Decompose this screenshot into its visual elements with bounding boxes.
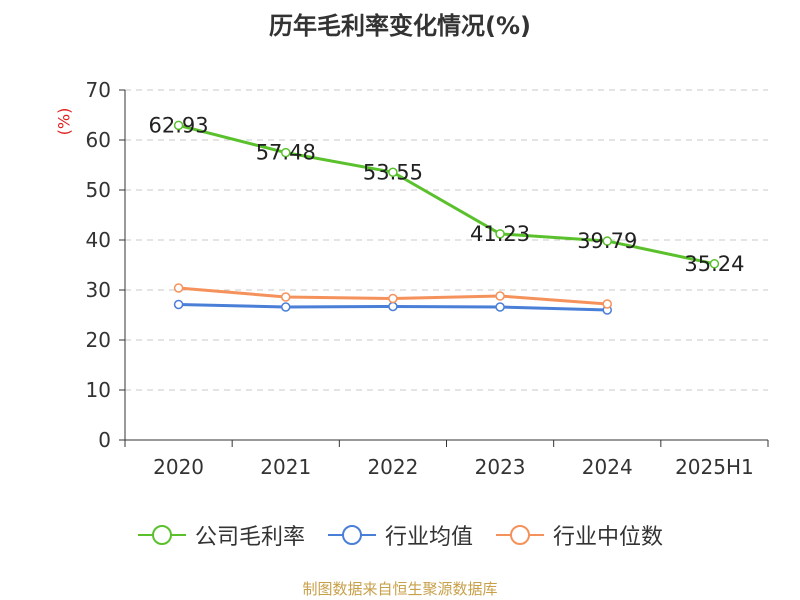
- data-point-1-3: [495, 302, 505, 312]
- data-point-0-4: [602, 236, 612, 246]
- grid-lines: [125, 89, 768, 391]
- x-tick-label-2023: 2023: [475, 455, 526, 479]
- x-tick-label-2020: 2020: [153, 455, 204, 479]
- data-point-0-1: [281, 147, 291, 158]
- y-tick-label-40: 40: [86, 228, 111, 252]
- data-labels: 62.93 57.48 53.55 41.23 39.79 35.24: [149, 113, 745, 275]
- data-point-0-5: [709, 259, 720, 269]
- axes: 0 10 20 30 40 50 60 70 2020 2021 2022 2023 2024 2025H…: [86, 78, 769, 479]
- data-label-0-5: 35.24: [684, 252, 744, 276]
- x-tick-label-2024: 2024: [582, 455, 633, 479]
- data-point-2-1: [281, 292, 291, 302]
- series-line-0: [178, 123, 715, 266]
- y-tick-label-50: 50: [86, 178, 111, 202]
- y-tick-label-70: 70: [86, 78, 111, 102]
- data-point-2-2: [388, 293, 398, 304]
- legend-item-2[interactable]: 行业中位数: [495, 519, 663, 551]
- y-tick-label-0: 0: [98, 428, 111, 452]
- data-label-0-0: 62.93: [149, 113, 209, 137]
- legend-label: 公司毛利率: [194, 525, 305, 550]
- data-label-0-1: 57.48: [256, 141, 316, 165]
- data-point-2-4: [602, 299, 612, 309]
- data-point-2-0: [173, 283, 184, 293]
- y-tick-label-10: 10: [86, 378, 111, 402]
- data-point-0-0: [173, 120, 184, 131]
- data-label-0-3: 41.23: [470, 222, 530, 246]
- data-point-0-2: [388, 167, 398, 177]
- x-tick-label-2022: 2022: [367, 455, 418, 479]
- data-point-1-1: [281, 302, 291, 312]
- legend: 公司毛利率 行业均值 行业中位数: [0, 519, 800, 551]
- y-tick-label-30: 30: [86, 278, 111, 302]
- x-tick-label-2021: 2021: [260, 455, 311, 479]
- data-point-1-0: [173, 299, 184, 310]
- legend-item-1[interactable]: 行业均值: [327, 519, 473, 551]
- y-tick-label-60: 60: [86, 128, 111, 152]
- data-label-0-2: 53.55: [363, 160, 423, 184]
- legend-marker-icon: [496, 525, 544, 545]
- data-source-note: 制图数据来自恒生聚源数据库: [302, 580, 498, 598]
- chart-title: 历年毛利率变化情况(%): [269, 12, 531, 40]
- legend-label: 行业均值: [384, 525, 473, 550]
- legend-marker-icon: [137, 525, 186, 545]
- x-tick-label-2025H1: 2025H1: [675, 455, 754, 479]
- data-point-0-3: [495, 229, 505, 239]
- y-tick-label-20: 20: [86, 328, 111, 352]
- legend-label: 行业中位数: [553, 525, 664, 550]
- legend-item-0[interactable]: 公司毛利率: [137, 519, 305, 551]
- data-point-2-3: [495, 291, 505, 301]
- legend-marker-icon: [327, 525, 376, 545]
- data-points: [173, 120, 720, 315]
- data-label-0-4: 39.79: [577, 229, 637, 253]
- data-point-1-2: [388, 301, 398, 312]
